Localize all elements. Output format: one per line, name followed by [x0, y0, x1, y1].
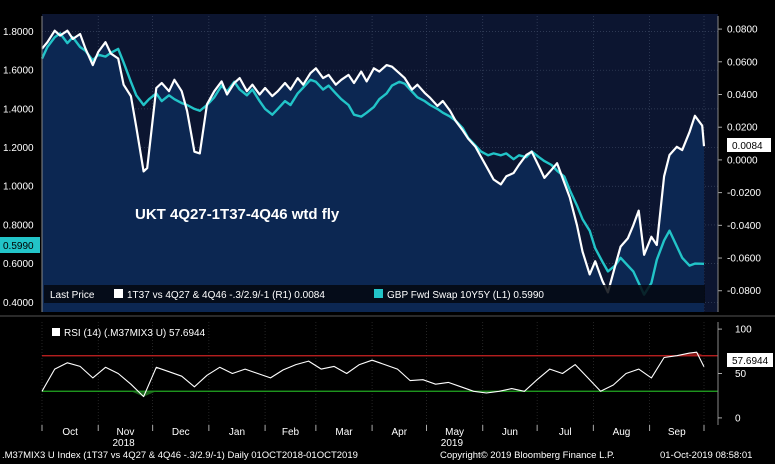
right-axis-tick-label: -0.0400	[727, 221, 761, 232]
rsi-plot-background	[42, 322, 718, 425]
swap-last-value-text: 0.5990	[3, 241, 34, 252]
right-axis-tick-label: -0.0200	[727, 188, 761, 199]
rsi-axis-tick-label: 100	[735, 325, 752, 336]
left-axis-tick-label: 0.8000	[3, 220, 34, 231]
legend-swatch-cyan	[374, 289, 383, 298]
left-axis-tick-label: 1.4000	[3, 104, 34, 115]
fly-last-value-text: 0.0084	[732, 141, 763, 152]
right-axis-tick-label: 0.0800	[727, 25, 758, 36]
rsi-axis-tick-label: 50	[735, 369, 747, 380]
x-month-label: Sep	[668, 427, 686, 438]
right-axis-tick-label: 0.0600	[727, 57, 758, 68]
rsi-legend-label: RSI (14) (.M37MIX3 U) 57.6944	[64, 328, 206, 339]
chart-svg: Oct Nov Dec Jan Feb Mar Apr May Jun Jul Aug Sep 2018…	[0, 14, 775, 448]
right-axis-tick-label: -0.0800	[727, 286, 761, 297]
main-legend: Last Price 1T37 vs 4Q27 & 4Q46 -.3/2.9/-…	[44, 285, 705, 303]
x-month-label: Aug	[613, 427, 631, 438]
x-month-label: Jul	[559, 427, 572, 438]
x-month-label: Nov	[117, 427, 135, 438]
rsi-axis-tick-label: 0	[735, 413, 741, 424]
left-axis-tick-label: 1.6000	[3, 66, 34, 77]
series-line-1t37-fly	[41, 29, 706, 294]
rsi-legend: RSI (14) (.M37MIX3 U) 57.6944	[52, 328, 206, 339]
left-axis-tick-label: 0.4000	[3, 298, 34, 309]
left-axis-tick-label: 1.8000	[3, 27, 34, 38]
rsi-last-value-badge	[727, 353, 773, 367]
left-axis-tick-label: 1.0000	[3, 182, 34, 193]
fly-last-value-badge	[727, 138, 771, 152]
legend-swatch-white	[114, 289, 123, 298]
left-axis-tick-label: 0.6000	[3, 259, 34, 270]
fly-area-fill	[42, 30, 704, 312]
x-year-label: 2019	[441, 438, 464, 448]
x-month-label: Mar	[335, 427, 353, 438]
series-line-rsi	[41, 351, 705, 398]
legend-entry-fly: 1T37 vs 4Q27 & 4Q46 -.3/2.9/-1 (R1) 0.00…	[127, 290, 325, 301]
x-month-label: Jun	[502, 427, 518, 438]
x-month-label: May	[445, 427, 464, 438]
x-year-label: 2018	[112, 438, 135, 448]
right-axis-tick-label: -0.0600	[727, 254, 761, 265]
footer-timestamp: 01-Oct-2019 08:58:01	[660, 450, 753, 461]
chart-title: UKT 4Q27-1T37-4Q46 wtd fly	[135, 206, 340, 223]
rsi-legend-swatch	[52, 328, 60, 336]
area-layer	[42, 30, 704, 312]
last-value-badges: 0.0084 0.5990 57.6944	[0, 138, 773, 367]
left-axis-tick-label: 1.2000	[3, 143, 34, 154]
x-month-label: Feb	[282, 427, 300, 438]
x-month-label: Oct	[62, 427, 78, 438]
x-month-label: Jan	[229, 427, 245, 438]
right-axis-tick-label: 0.0200	[727, 123, 758, 134]
legend-entry-swap: GBP Fwd Swap 10Y5Y (L1) 0.5990	[387, 290, 544, 301]
right-axis-tick-label: 0.0000	[727, 155, 758, 166]
swap-last-value-badge	[0, 237, 40, 253]
line-layer	[40, 29, 706, 296]
rsi-layer	[41, 351, 718, 398]
footer-bar: .M37MIX3 U Index (1T37 vs 4Q27 & 4Q46 -.…	[0, 448, 775, 464]
x-month-label: Apr	[392, 427, 408, 438]
series-line-gbp-fwd-swap	[40, 32, 705, 296]
right-axis-tick-label: 0.0400	[727, 90, 758, 101]
axis-layer: Oct Nov Dec Jan Feb Mar Apr May Jun Jul Aug Sep 2018…	[0, 16, 775, 448]
legend-prefix: Last Price	[50, 290, 95, 301]
footer-copyright: Copyright© 2019 Bloomberg Finance L.P.	[440, 450, 615, 461]
footer-index-description: .M37MIX3 U Index (1T37 vs 4Q27 & 4Q46 -.…	[2, 450, 358, 461]
rsi-last-value-text: 57.6944	[732, 356, 769, 367]
x-month-label: Dec	[172, 427, 190, 438]
